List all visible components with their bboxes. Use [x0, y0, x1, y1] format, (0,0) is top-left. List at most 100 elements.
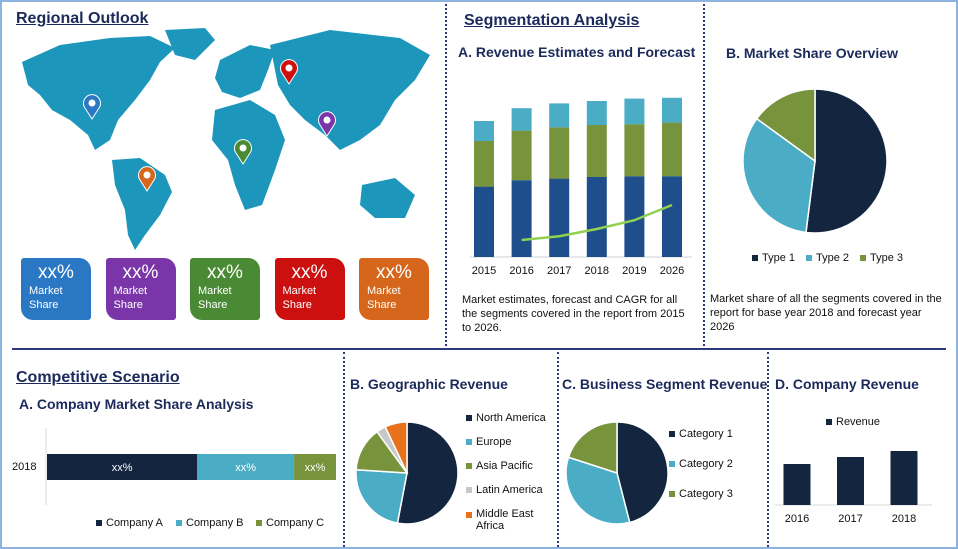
bar-segment: [511, 108, 532, 131]
legend-swatch: [96, 520, 102, 526]
legend-label: Europe: [476, 436, 512, 448]
divider: [767, 352, 769, 547]
map-pin-dot: [323, 116, 331, 124]
map-pin-icon: [83, 94, 101, 120]
legend-label: Type 1: [762, 252, 796, 264]
bar: [890, 451, 918, 505]
pie-slice: [355, 469, 408, 524]
legend-label: North America: [476, 412, 546, 424]
map-pin-dot: [239, 144, 247, 152]
legend-item: North America: [466, 412, 546, 424]
bar-segment: [624, 176, 645, 257]
regional-outlook-title: Regional Outlook: [16, 10, 149, 27]
pie-slice: [384, 421, 408, 474]
card-label: Market: [29, 285, 63, 297]
legend-item: Company A: [96, 517, 163, 529]
bar-segment: [586, 125, 607, 177]
legend-swatch: [466, 512, 472, 518]
map-pins: [83, 59, 336, 192]
legend-item: Latin America: [466, 484, 543, 496]
australia: [360, 178, 415, 218]
pie-slice: [805, 88, 888, 234]
bar-segment: [511, 180, 532, 257]
map-pin-dot: [285, 64, 293, 72]
pie-slice: [616, 421, 669, 524]
x-tick-label: 2017: [547, 265, 571, 277]
segmentation-title: Segmentation Analysis: [464, 12, 640, 29]
pie-slice: [567, 421, 618, 475]
legend-label: Category 2: [679, 458, 733, 470]
chart-title: C. Business Segment Revenue: [562, 376, 768, 392]
bar-segment: [662, 122, 682, 177]
chart-description: Market share of all the segments covered…: [710, 293, 942, 333]
card-label: Market: [198, 285, 232, 297]
legend-label: Company A: [106, 517, 163, 529]
divider: [12, 348, 946, 350]
card-value: xx%: [207, 262, 243, 283]
map-pin-dot: [88, 99, 96, 107]
divider: [703, 4, 705, 346]
card-label: Share: [198, 299, 228, 311]
map-pin-icon: [234, 139, 252, 165]
legend-item: Type 2: [806, 252, 849, 264]
bar-segment: [549, 127, 570, 179]
map-pin-icon: [280, 59, 298, 85]
y-tick-label: 2018: [12, 461, 36, 473]
legend-label: Revenue: [836, 416, 881, 428]
cagr-line: [521, 203, 673, 242]
legend-swatch: [669, 461, 675, 467]
legend-swatch: [256, 520, 262, 526]
x-tick-label: 2015: [472, 265, 496, 277]
bar-data-label: xx%: [112, 462, 133, 474]
legend-swatch: [806, 255, 812, 261]
card-label: Share: [367, 299, 397, 311]
legend-label: Asia Pacific: [476, 460, 533, 472]
legend-item: Revenue: [826, 416, 880, 428]
x-tick-label: 2016: [509, 265, 533, 277]
bar-segment: [624, 98, 645, 125]
europe: [215, 45, 275, 98]
bar: [837, 457, 864, 505]
map-pin-icon: [318, 111, 336, 137]
legend-label: Type 2: [816, 252, 850, 264]
legend-label: Middle East Africa: [476, 508, 534, 532]
card-label: Market: [113, 285, 148, 297]
bar-data-label: xx%: [305, 462, 326, 474]
legend-swatch: [826, 419, 832, 425]
bar-segment: [474, 141, 494, 187]
x-tick-label: 2018: [892, 513, 916, 525]
legend-label: Category 3: [679, 488, 733, 500]
market-share-card: xx% Market Share: [105, 258, 176, 320]
bar-segment: [511, 130, 532, 181]
market-share-card: xx% Market Share: [190, 258, 260, 320]
south-america: [112, 158, 172, 250]
legend-swatch: [466, 439, 472, 445]
pie-slice: [742, 117, 816, 234]
divider: [557, 352, 559, 547]
legend-item: Company C: [256, 517, 324, 529]
legend-swatch: [669, 431, 675, 437]
card-value: xx%: [376, 262, 412, 283]
pie-slice: [396, 421, 459, 525]
map-pin-icon: [138, 166, 156, 192]
bar-segment: [662, 176, 682, 257]
market-share-card: xx% Market Share: [274, 258, 345, 320]
legend-swatch: [466, 487, 472, 493]
bar-segment: [197, 454, 295, 480]
world-map: [22, 28, 430, 250]
chart-title: B. Geographic Revenue: [350, 376, 508, 392]
legend-item: Asia Pacific: [466, 460, 533, 472]
legend-label: Type 3: [870, 252, 904, 264]
card-value: xx%: [122, 262, 159, 283]
card-label: Market: [367, 285, 401, 297]
greenland: [165, 28, 215, 60]
bar-segment: [549, 103, 570, 128]
asia: [270, 30, 430, 150]
pie-slice: [565, 456, 631, 525]
legend-item: Type 1: [752, 252, 795, 264]
bar-segment: [586, 101, 607, 125]
legend-item: Category 1: [669, 428, 733, 440]
legend-item: Type 3: [860, 252, 903, 264]
legend-swatch: [466, 415, 472, 421]
